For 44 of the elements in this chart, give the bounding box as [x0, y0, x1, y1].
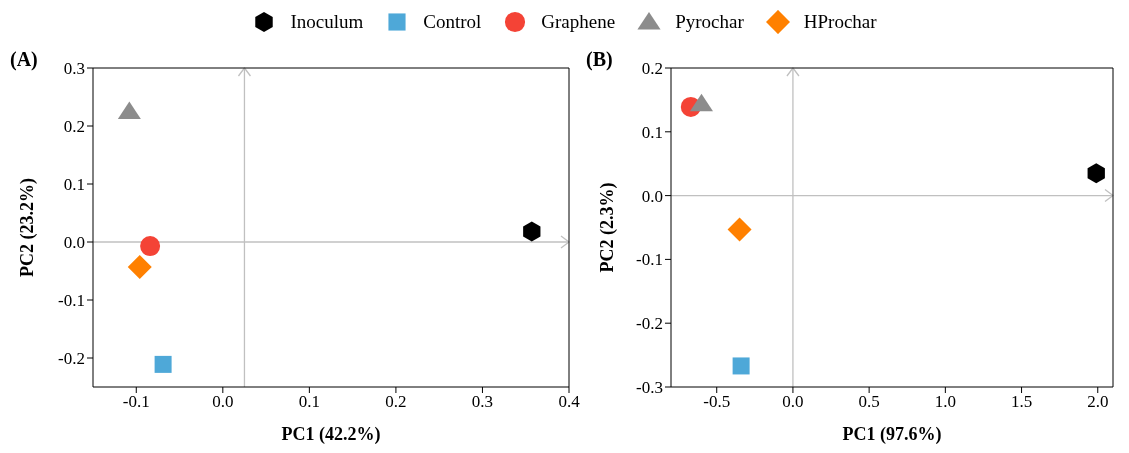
- chart-title: (B): [586, 48, 613, 71]
- y-tick-label: -0.3: [636, 378, 663, 398]
- y-tick-label: 0.0: [641, 186, 663, 206]
- point: [117, 101, 141, 119]
- point: [1087, 163, 1105, 184]
- y-tick-label: 0.2: [63, 117, 85, 137]
- y-tick-label: 0.3: [63, 59, 85, 79]
- legend-label: Inoculum: [290, 11, 364, 33]
- x-tick-label: 0.0: [782, 392, 804, 412]
- point: [689, 93, 713, 112]
- chart-title: (A): [10, 48, 38, 71]
- x-tick-label: 0.1: [298, 392, 320, 412]
- y-axis-title: PC2 (2.3%): [597, 182, 619, 273]
- y-axis-title: PC2 (23.2%): [17, 178, 39, 277]
- x-tick-label: 1.5: [1010, 392, 1033, 412]
- legend-label: Pyrochar: [675, 11, 744, 33]
- x-tick-label: 0.5: [858, 392, 880, 412]
- x-tick-label: 0.2: [385, 392, 407, 412]
- point: [127, 254, 152, 279]
- x-tick-label: -0.5: [703, 392, 731, 412]
- x-tick-label: 0.0: [212, 392, 234, 412]
- x-tick-label: 0.3: [471, 392, 494, 412]
- y-tick-label: -0.1: [58, 291, 85, 311]
- legend-label: Control: [423, 11, 482, 33]
- y-tick-label: 0.1: [63, 175, 85, 195]
- x-axis-title: PC1 (97.6%): [842, 423, 942, 445]
- legend-label: Graphene: [541, 11, 616, 33]
- y-tick-label: 0.2: [641, 59, 663, 79]
- y-tick-label: -0.1: [636, 250, 663, 270]
- y-tick-label: -0.2: [636, 314, 663, 334]
- x-tick-label: 0.4: [558, 392, 581, 412]
- point: [140, 236, 161, 257]
- x-tick-label: -0.1: [122, 392, 150, 412]
- y-tick-label: 0.0: [63, 233, 85, 253]
- legend-label: HProchar: [803, 11, 877, 33]
- point: [727, 217, 752, 242]
- y-tick-label: -0.2: [58, 349, 85, 369]
- x-axis-title: PC1 (42.2%): [281, 423, 381, 445]
- point: [732, 357, 750, 375]
- point: [523, 221, 541, 242]
- y-tick-label: 0.1: [641, 122, 663, 142]
- x-tick-label: 1.0: [934, 392, 956, 412]
- point: [154, 355, 172, 373]
- x-tick-label: 2.0: [1087, 392, 1109, 412]
